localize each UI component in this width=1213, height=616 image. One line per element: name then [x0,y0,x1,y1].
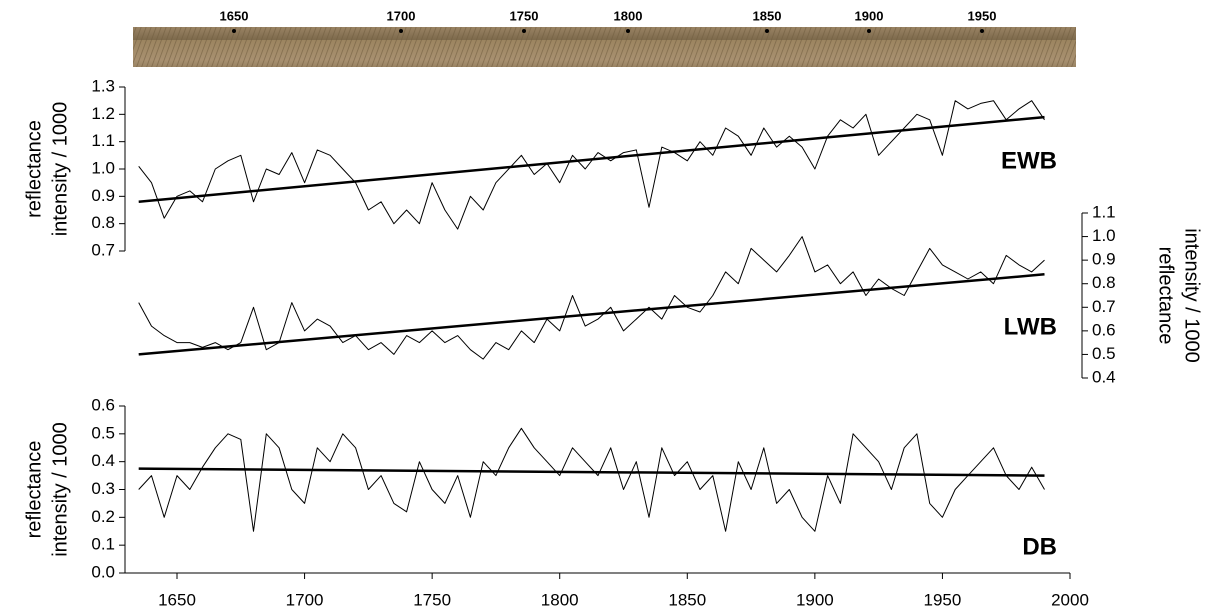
y-tick-label: 0.0 [91,562,115,581]
y-tick-label: 0.9 [91,186,115,205]
y-tick-label: 0.6 [91,395,115,414]
x-tick-label: 1700 [286,590,324,609]
core-marker-label: 1900 [855,8,884,23]
data-line [138,100,1045,230]
y-tick-label: 0.8 [91,213,115,232]
y-axis-label: intensity / 1000 [49,102,71,237]
y-tick-label: 0.1 [91,535,115,554]
core-marker-dot [232,29,236,33]
x-tick-label: 1650 [158,590,196,609]
core-marker-dot [765,29,769,33]
y-tick-label: 0.8 [1092,273,1116,292]
core-marker-dot [980,29,984,33]
panel-label: LWB [1004,313,1057,340]
core-marker-label: 1800 [614,8,643,23]
x-tick-label: 1800 [541,590,579,609]
x-tick-label: 2000 [1051,590,1089,609]
y-tick-label: 1.1 [1092,202,1116,221]
core-image [133,27,1076,67]
core-marker-label: 1700 [387,8,416,23]
trend-line [138,115,1045,204]
core-marker-label: 1950 [968,8,997,23]
core-marker-dot [399,29,403,33]
core-marker-label: 1850 [753,8,782,23]
trend-line [138,467,1045,477]
y-tick-label: 0.7 [1092,297,1116,316]
y-tick-label: 0.2 [91,507,115,526]
y-tick-label: 0.5 [1092,344,1116,363]
y-axis-label: intensity / 1000 [49,422,71,557]
y-axis-label: intensity / 1000 [1181,228,1203,363]
core-marker-label: 1750 [510,8,539,23]
y-tick-label: 1.0 [91,158,115,177]
trend-line [138,273,1045,356]
core-marker-dot [867,29,871,33]
y-tick-label: 0.6 [1092,320,1116,339]
y-tick-label: 1.2 [91,104,115,123]
panel-label: DB [1022,533,1057,560]
x-tick-label: 1900 [796,590,834,609]
core-marker-dot [626,29,630,33]
panel-label: EWB [1001,147,1057,174]
y-axis-label: reflectance [23,441,45,539]
data-line [138,236,1045,360]
y-tick-label: 1.3 [91,76,115,95]
x-tick-label: 1850 [668,590,706,609]
y-axis-label: reflectance [23,120,45,218]
y-tick-label: 0.4 [91,451,115,470]
y-axis-label: reflectance [1155,247,1177,345]
y-tick-label: 1.1 [91,131,115,150]
y-tick-label: 0.7 [91,240,115,259]
y-tick-label: 1.0 [1092,226,1116,245]
y-tick-label: 0.3 [91,479,115,498]
core-marker-label: 1650 [220,8,249,23]
y-tick-label: 0.9 [1092,250,1116,269]
x-tick-label: 1750 [413,590,451,609]
data-line [138,427,1045,532]
core-marker-dot [522,29,526,33]
y-tick-label: 0.4 [1092,367,1116,386]
y-tick-label: 0.5 [91,423,115,442]
x-tick-label: 1950 [924,590,962,609]
